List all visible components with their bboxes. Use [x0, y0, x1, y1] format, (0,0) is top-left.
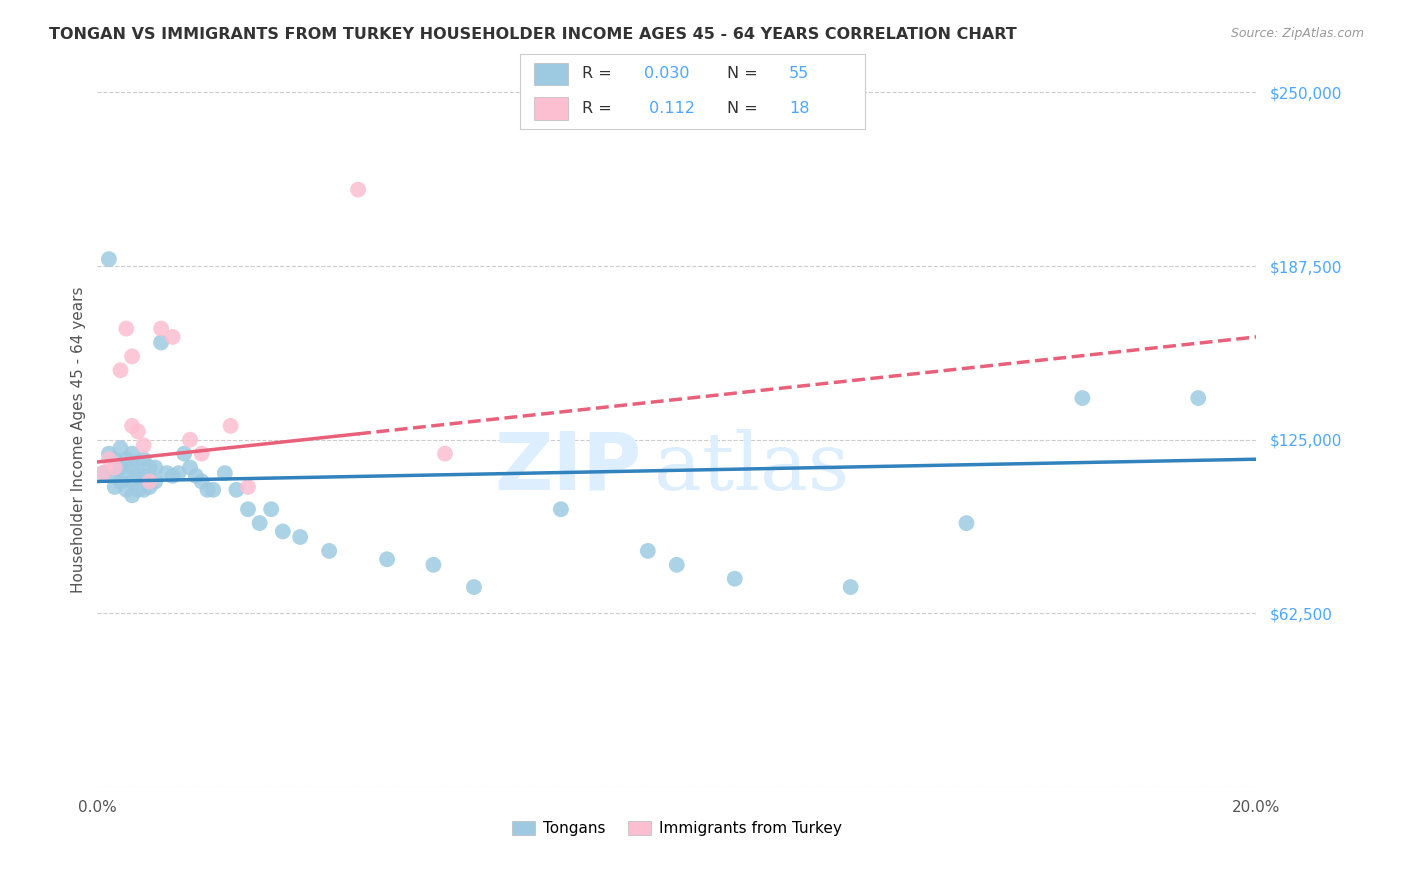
Point: [97, 447, 120, 461]
Point: [202, 483, 225, 497]
Point: [225, 483, 247, 497]
Point: [550, 502, 572, 516]
Point: [179, 433, 201, 447]
Point: [375, 552, 398, 566]
Point: [104, 460, 127, 475]
Point: [249, 516, 271, 530]
Point: [121, 350, 143, 364]
Point: [347, 183, 370, 197]
Point: [121, 475, 143, 489]
Point: [121, 488, 143, 502]
Point: [179, 460, 201, 475]
Point: [115, 452, 138, 467]
Point: [143, 460, 166, 475]
Point: [665, 558, 688, 572]
Bar: [534, 62, 568, 86]
Text: 18: 18: [789, 102, 810, 116]
Point: [236, 502, 259, 516]
Point: [190, 447, 212, 461]
Point: [110, 441, 132, 455]
Point: [121, 447, 143, 461]
Point: [127, 425, 149, 439]
Text: ZIP: ZIP: [495, 428, 643, 507]
Point: [162, 330, 184, 344]
Point: [190, 475, 212, 489]
Point: [121, 418, 143, 433]
Point: [236, 480, 259, 494]
Bar: [534, 97, 568, 120]
Text: 0.112: 0.112: [644, 102, 695, 116]
Point: [463, 580, 485, 594]
Point: [197, 483, 219, 497]
Point: [955, 516, 977, 530]
Point: [138, 460, 160, 475]
Point: [132, 438, 155, 452]
Point: [1071, 391, 1094, 405]
Point: [724, 572, 747, 586]
Point: [138, 475, 160, 489]
Point: [839, 580, 862, 594]
Point: [97, 452, 120, 467]
Text: N =: N =: [727, 67, 763, 81]
Point: [104, 480, 127, 494]
Point: [637, 544, 659, 558]
Y-axis label: Householder Income Ages 45 - 64 years: Householder Income Ages 45 - 64 years: [72, 286, 86, 593]
Text: 0.030: 0.030: [644, 67, 690, 81]
Point: [1187, 391, 1209, 405]
Point: [91, 466, 114, 480]
Point: [132, 452, 155, 467]
Point: [219, 418, 242, 433]
Point: [167, 466, 190, 480]
Point: [127, 455, 149, 469]
Text: Source: ZipAtlas.com: Source: ZipAtlas.com: [1230, 27, 1364, 40]
Legend: Tongans, Immigrants from Turkey: Tongans, Immigrants from Turkey: [506, 814, 848, 842]
Text: R =: R =: [582, 67, 617, 81]
Point: [115, 483, 138, 497]
Point: [110, 460, 132, 475]
Point: [132, 483, 155, 497]
Point: [318, 544, 340, 558]
Point: [422, 558, 444, 572]
Point: [260, 502, 283, 516]
Point: [138, 480, 160, 494]
Point: [104, 452, 127, 467]
Point: [288, 530, 311, 544]
Point: [143, 475, 166, 489]
Point: [173, 447, 195, 461]
Point: [271, 524, 294, 539]
Text: 55: 55: [789, 67, 810, 81]
Point: [121, 460, 143, 475]
Point: [115, 466, 138, 480]
Point: [156, 466, 179, 480]
Point: [184, 468, 207, 483]
Point: [127, 483, 149, 497]
Text: N =: N =: [727, 102, 763, 116]
Point: [150, 335, 173, 350]
Text: R =: R =: [582, 102, 617, 116]
Point: [214, 466, 236, 480]
Point: [91, 466, 114, 480]
Point: [162, 468, 184, 483]
Point: [104, 468, 127, 483]
Text: atlas: atlas: [654, 428, 849, 507]
Point: [110, 475, 132, 489]
Point: [434, 447, 457, 461]
Point: [127, 468, 149, 483]
Point: [97, 252, 120, 266]
Text: TONGAN VS IMMIGRANTS FROM TURKEY HOUSEHOLDER INCOME AGES 45 - 64 YEARS CORRELATI: TONGAN VS IMMIGRANTS FROM TURKEY HOUSEHO…: [49, 27, 1017, 42]
Point: [115, 321, 138, 335]
Point: [150, 321, 173, 335]
Point: [110, 363, 132, 377]
Point: [132, 468, 155, 483]
